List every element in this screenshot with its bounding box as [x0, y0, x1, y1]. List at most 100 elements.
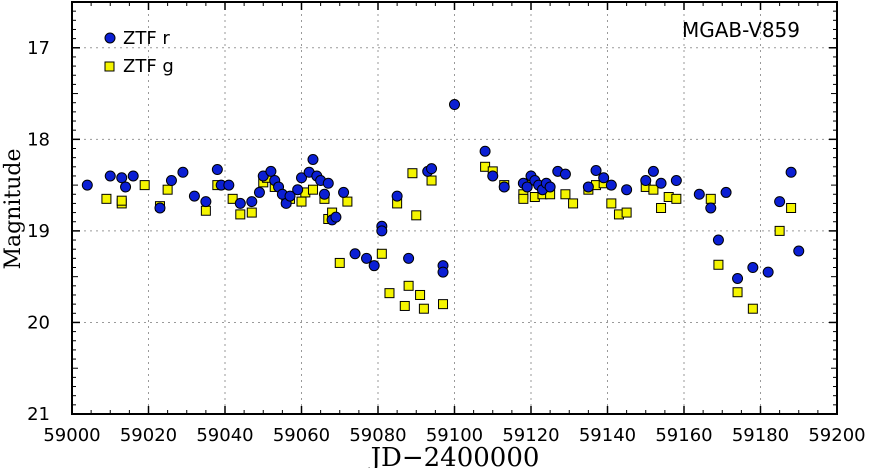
data-point-ztf-r — [188, 190, 200, 202]
data-point-ztf-r — [437, 266, 449, 278]
data-point-ztf-r — [104, 170, 116, 182]
data-point-ztf-r — [361, 252, 373, 264]
data-point-ztf-r — [368, 260, 380, 272]
data-point-ztf-r — [200, 196, 212, 208]
axis-ticks — [71, 2, 838, 415]
data-point-ztf-r — [376, 225, 388, 237]
data-point-ztf-g — [568, 198, 579, 209]
data-point-ztf-r — [265, 165, 277, 177]
data-point-ztf-r — [284, 190, 296, 202]
data-point-ztf-r — [647, 165, 659, 177]
data-point-ztf-g — [296, 196, 307, 207]
data-point-ztf-r — [116, 172, 128, 184]
data-point-ztf-r — [253, 186, 265, 198]
data-point-ztf-g — [732, 287, 743, 298]
data-point-ztf-g — [621, 207, 632, 218]
x-tick-label: 59060 — [273, 425, 330, 446]
data-point-ztf-g — [342, 196, 353, 207]
data-point-ztf-g — [648, 184, 659, 195]
data-point-ztf-r — [762, 266, 774, 278]
data-point-ztf-g — [246, 207, 257, 218]
data-point-ztf-g — [403, 280, 414, 291]
data-point-ztf-r — [307, 153, 319, 165]
data-point-ztf-g — [415, 289, 426, 300]
grid-lines — [72, 2, 837, 414]
data-point-ztf-r — [521, 181, 533, 193]
data-point-ztf-g — [116, 195, 127, 206]
data-point-ztf-r — [732, 272, 744, 284]
data-point-ztf-g — [376, 248, 387, 259]
data-point-ztf-g — [705, 193, 716, 204]
data-point-ztf-r — [449, 99, 460, 111]
data-point-ztf-g — [101, 193, 112, 204]
data-point-ztf-r — [785, 166, 797, 178]
data-point-ztf-g — [438, 299, 449, 310]
data-point-ztf-g — [418, 303, 429, 314]
data-point-ztf-r — [590, 164, 602, 176]
data-point-ztf-g — [227, 193, 238, 204]
data-point-ztf-g — [307, 184, 318, 195]
data-point-ztf-g — [747, 303, 758, 314]
x-axis-title: JD−2400000 — [368, 443, 540, 468]
data-point-ztf-r — [234, 197, 246, 209]
data-point-ztf-r — [544, 181, 556, 193]
x-tick-label: 59080 — [349, 425, 406, 446]
data-point-ztf-r — [621, 184, 633, 196]
data-point-ztf-g — [334, 257, 345, 268]
data-point-ztf-r — [640, 175, 652, 187]
x-tick-label: 59020 — [120, 425, 177, 446]
data-point-ztf-r — [223, 179, 235, 191]
x-tick-label: 59120 — [502, 425, 559, 446]
data-point-ztf-g — [139, 180, 150, 191]
x-tick-label: 59040 — [196, 425, 253, 446]
data-point-ztf-g — [411, 210, 422, 221]
y-tick-label: 21 — [27, 404, 50, 425]
legend: ZTF r ZTF g — [104, 28, 174, 77]
legend-label-ztf-r: ZTF r — [123, 28, 170, 49]
data-point-ztf-r — [246, 196, 258, 208]
data-point-ztf-g — [162, 184, 173, 195]
data-point-ztf-r — [705, 202, 717, 214]
data-point-ztf-r — [487, 170, 499, 182]
data-point-ztf-r — [605, 179, 617, 191]
data-point-ztf-r — [426, 163, 438, 175]
data-point-ztf-r — [154, 202, 166, 214]
data-point-ztf-g — [384, 288, 395, 299]
x-tick-label: 59180 — [732, 425, 789, 446]
x-tick-label: 59140 — [579, 425, 636, 446]
y-tick-label: 18 — [27, 129, 50, 150]
x-tick-label: 59200 — [808, 425, 865, 446]
data-point-ztf-r — [582, 181, 594, 193]
y-tick-label: 17 — [27, 38, 50, 59]
data-point-ztf-r — [479, 145, 491, 157]
data-point-ztf-r — [774, 196, 786, 208]
data-point-ztf-r — [296, 172, 307, 184]
data-point-ztf-r — [177, 166, 189, 178]
x-tick-label: 59160 — [655, 425, 712, 446]
chart-title: MGAB-V859 — [682, 18, 800, 42]
data-point-ztf-r — [693, 188, 705, 200]
data-point-ztf-g — [786, 203, 797, 213]
x-tick-label: 59000 — [43, 425, 100, 446]
data-point-ztf-g — [200, 205, 211, 216]
data-point-ztf-g — [235, 209, 246, 220]
data-point-ztf-r — [120, 181, 132, 193]
data-point-ztf-r — [127, 170, 139, 182]
y-axis-title: Magnitude — [1, 148, 26, 269]
series-ztf-r-points — [81, 99, 805, 284]
data-point-ztf-g — [560, 189, 571, 200]
data-point-ztf-g — [713, 259, 724, 270]
data-point-ztf-g — [656, 203, 667, 213]
data-point-ztf-r — [81, 179, 93, 191]
data-point-ztf-r — [330, 211, 342, 223]
data-point-ztf-g — [407, 168, 418, 179]
data-point-ztf-r — [712, 234, 724, 246]
data-point-ztf-g — [518, 193, 529, 204]
data-point-ztf-r — [720, 186, 732, 198]
data-point-ztf-r — [403, 252, 415, 264]
data-point-ztf-r — [318, 188, 330, 200]
data-point-ztf-r — [498, 181, 510, 193]
data-point-ztf-r — [670, 175, 682, 187]
legend-label-ztf-g: ZTF g — [123, 56, 174, 77]
